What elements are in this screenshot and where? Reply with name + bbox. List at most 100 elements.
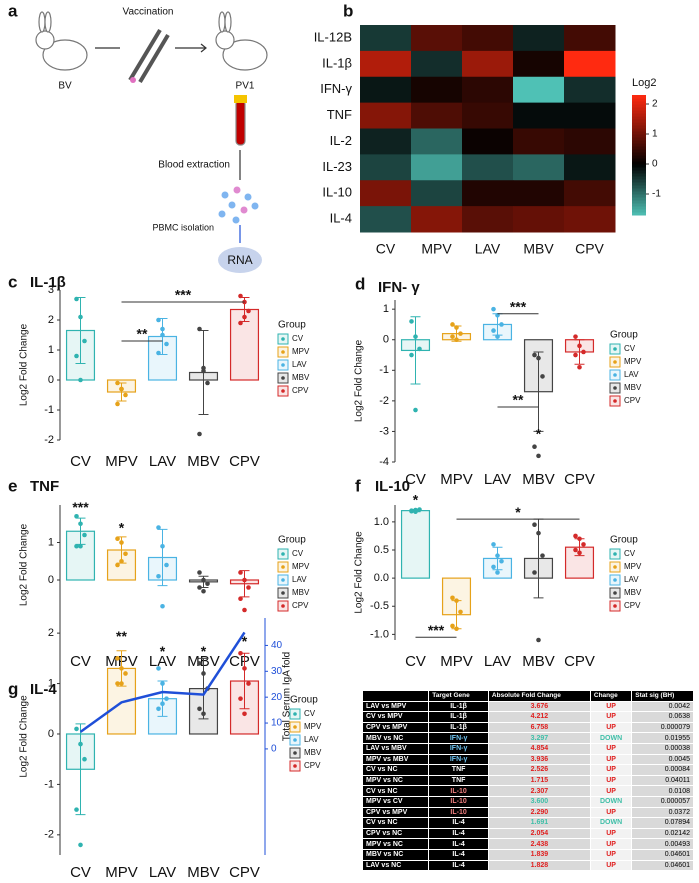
data-point xyxy=(495,553,500,558)
cell xyxy=(232,216,240,224)
data-point xyxy=(454,325,459,330)
heat-cell xyxy=(462,102,514,129)
data-point xyxy=(160,543,165,549)
cell xyxy=(233,186,241,194)
data-point xyxy=(409,319,414,324)
colorbar-step xyxy=(632,134,646,138)
table-cell: 0.000057 xyxy=(631,795,694,808)
data-point xyxy=(156,706,161,712)
significance-label: * xyxy=(160,643,166,659)
legend-label: CPV xyxy=(624,601,641,610)
heat-cell xyxy=(564,25,616,52)
data-point xyxy=(417,346,422,352)
heat-cell xyxy=(564,154,616,181)
x-tick-label: CV xyxy=(70,653,91,670)
legend-label: MPV xyxy=(292,562,310,571)
legend-dot xyxy=(281,552,285,556)
data-point xyxy=(78,521,83,527)
heat-cell xyxy=(513,50,565,78)
header-row: Target Gene Absolute Fold Change Change Sta… xyxy=(361,690,694,702)
data-point xyxy=(238,650,243,656)
table-cell: IL-10 xyxy=(428,806,489,819)
legend-label: CV xyxy=(624,344,636,353)
table-cell: 0.01955 xyxy=(631,732,694,744)
colorbar-step xyxy=(632,149,646,153)
legend-dot xyxy=(281,578,285,582)
legend-title: Group xyxy=(610,535,638,546)
legend-dot xyxy=(281,389,285,393)
data-point xyxy=(82,756,87,762)
data-point xyxy=(164,562,169,568)
data-point xyxy=(123,392,128,398)
table-cell: IFN-γ xyxy=(428,742,489,755)
data-point xyxy=(536,355,541,361)
x-tick-label: CPV xyxy=(229,453,260,470)
data-point xyxy=(74,726,79,732)
table-cell: UP xyxy=(589,721,633,734)
colorbar-step xyxy=(632,212,646,216)
table-cell: TNF xyxy=(428,774,489,787)
legend-dot xyxy=(293,764,297,768)
table-cell: IL-4 xyxy=(428,817,489,829)
error-bar xyxy=(492,546,503,571)
table-row: LAV vs NC IL-4 1.828 UP 0.04601 xyxy=(361,859,694,872)
heat-cell xyxy=(462,154,514,181)
x-tick-label: CV xyxy=(405,653,426,670)
table-row: MPV vs NC IL-4 2.438 UP 0.00493 xyxy=(361,838,694,850)
data-point xyxy=(156,525,161,530)
table-cell: IL-1β xyxy=(428,721,489,734)
error-bar xyxy=(75,723,86,816)
colorbar-step xyxy=(632,179,646,183)
significance-label: ** xyxy=(116,628,127,644)
table-cell: UP xyxy=(589,838,633,850)
x-tick-label: MBV xyxy=(522,653,555,670)
legend-label: LAV xyxy=(292,360,307,369)
table-cell: 1.839 xyxy=(487,848,591,861)
data-point xyxy=(454,626,459,632)
bar xyxy=(400,510,431,579)
table-cell: 0.00038 xyxy=(631,742,694,755)
heat-cell xyxy=(564,206,616,233)
data-point xyxy=(454,337,459,343)
table-cell: 3.936 xyxy=(487,753,591,766)
error-bar xyxy=(157,680,168,717)
significance-label: * xyxy=(119,520,125,536)
x-tick-label: CPV xyxy=(575,241,604,257)
colorbar-step xyxy=(632,125,646,129)
data-point xyxy=(115,536,120,542)
table-cell: 4.212 xyxy=(487,711,591,723)
data-point xyxy=(78,314,83,320)
colorbar-step xyxy=(632,209,646,213)
table-cell: IL-4 xyxy=(428,848,489,861)
data-point xyxy=(450,322,455,327)
data-point xyxy=(164,341,169,347)
data-point xyxy=(573,533,578,539)
x-tick-label: MPV xyxy=(421,241,452,257)
legend-label: LAV xyxy=(292,575,307,584)
table-cell: MPV vs NC xyxy=(361,838,430,850)
data-point xyxy=(160,332,165,338)
legend-dot xyxy=(613,373,617,377)
group-label: BV xyxy=(58,81,72,92)
heat-cell xyxy=(513,128,565,155)
rabbit-head xyxy=(35,30,55,50)
row-label: IFN-γ xyxy=(320,81,352,96)
rabbit-head xyxy=(215,30,235,50)
workflow-diagram xyxy=(35,11,268,273)
data-point xyxy=(197,326,202,332)
data-point xyxy=(499,322,504,327)
x-tick-label: MBV xyxy=(523,241,554,257)
y-tick-label: 2 xyxy=(48,314,54,326)
y-tick-label: 0 xyxy=(48,574,54,586)
data-point xyxy=(197,585,202,590)
legend-label: MBV xyxy=(292,588,310,597)
heat-cell xyxy=(411,206,463,233)
heat-cell xyxy=(411,102,463,129)
data-point xyxy=(573,547,578,553)
heat-cell xyxy=(462,76,514,104)
data-point xyxy=(458,609,463,615)
data-point xyxy=(156,350,161,356)
table-cell: MPV vs MBV xyxy=(361,753,430,766)
